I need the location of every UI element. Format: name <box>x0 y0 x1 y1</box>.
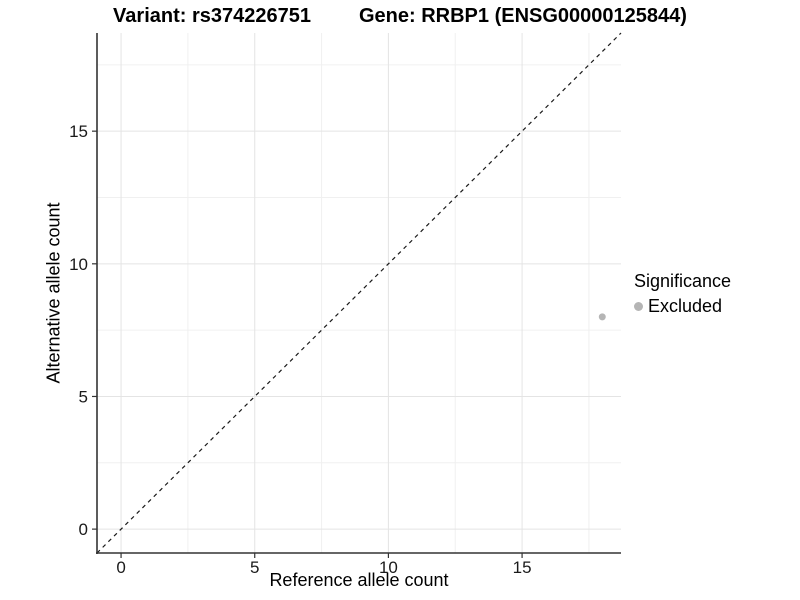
gene-title: Gene: RRBP1 (ENSG00000125844) <box>358 4 687 27</box>
x-tick-label: 5 <box>250 558 259 577</box>
legend-item-excluded: Excluded <box>634 296 731 317</box>
x-tick-label: 10 <box>379 558 398 577</box>
y-tick-label: 5 <box>79 387 88 406</box>
y-tick-label: 10 <box>69 255 88 274</box>
identity-line <box>96 32 622 554</box>
x-tick-label: 15 <box>513 558 532 577</box>
legend-item-label: Excluded <box>648 296 723 316</box>
legend: Significance Excluded <box>634 271 731 317</box>
y-axis-title: Alternative allele count <box>43 202 64 384</box>
y-tick-label: 0 <box>79 520 88 539</box>
x-tick-label: 0 <box>116 558 125 577</box>
plot-title: Variant: rs374226751 Gene: RRBP1 (ENSG00… <box>0 4 800 28</box>
legend-title: Significance <box>634 271 732 291</box>
x-axis-title: Reference allele count <box>269 570 449 590</box>
y-tick-label: 15 <box>69 122 88 141</box>
data-point <box>598 313 606 321</box>
variant-title: Variant: rs374226751 <box>113 4 311 27</box>
legend-key-dot-icon <box>634 302 643 311</box>
